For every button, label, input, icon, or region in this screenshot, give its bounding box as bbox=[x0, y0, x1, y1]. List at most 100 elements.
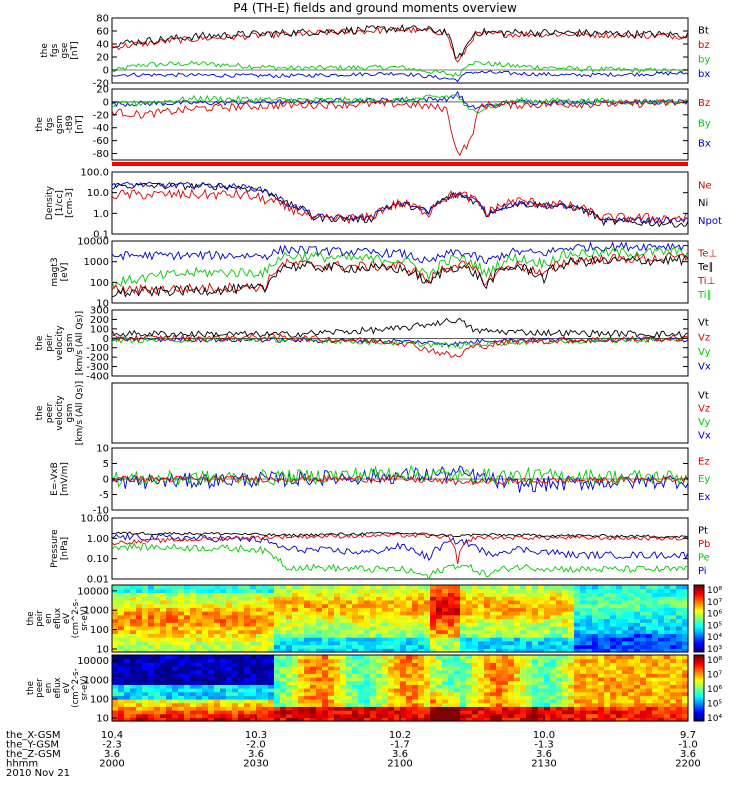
spectrogram-cell bbox=[640, 706, 647, 711]
spectrogram-cell bbox=[112, 644, 119, 649]
spectrogram-cell bbox=[448, 648, 455, 653]
spectrogram-cell bbox=[622, 699, 629, 704]
spectrogram-cell bbox=[340, 596, 347, 601]
colorbar-segment bbox=[694, 615, 704, 618]
spectrogram-cell bbox=[436, 640, 443, 646]
spectrogram-cell bbox=[682, 633, 689, 638]
spectrogram-cell bbox=[112, 710, 119, 715]
spectrogram-cell bbox=[580, 688, 587, 693]
spectrogram-cell bbox=[130, 637, 137, 642]
legend-entry: Pe bbox=[698, 553, 710, 564]
spectrogram-cell bbox=[592, 658, 599, 663]
spectrogram-cell bbox=[364, 603, 371, 608]
spectrogram-cell bbox=[244, 637, 251, 642]
spectrogram-cell bbox=[508, 640, 515, 646]
spectrogram-cell bbox=[532, 648, 539, 653]
spectrogram-cell bbox=[340, 637, 347, 642]
spectrogram-cell bbox=[628, 637, 635, 642]
spectrogram-cell bbox=[118, 585, 125, 590]
spectrogram-cell bbox=[646, 596, 653, 601]
spectrogram-cell bbox=[526, 662, 533, 667]
spectrogram-cell bbox=[334, 599, 341, 605]
spectrogram-cell bbox=[310, 710, 317, 715]
spectrogram-cell bbox=[484, 717, 491, 722]
spectrogram-cell bbox=[460, 611, 467, 616]
spectrogram-cell bbox=[670, 633, 677, 638]
spectrogram-cell bbox=[202, 629, 209, 634]
spectrogram-cell bbox=[376, 633, 383, 638]
spectrogram-cell bbox=[460, 640, 467, 646]
spectrogram-cell bbox=[184, 585, 191, 590]
spectrogram-cell bbox=[640, 644, 647, 649]
spectrogram-cell bbox=[274, 655, 281, 660]
legend-entry: Npot bbox=[698, 216, 722, 227]
spectrogram-cell bbox=[184, 599, 191, 605]
spectrogram-cell bbox=[586, 710, 593, 715]
spectrogram-cell bbox=[250, 637, 257, 642]
spectrogram-cell bbox=[130, 648, 137, 653]
spectrogram-cell bbox=[238, 699, 245, 704]
spectrogram-cell bbox=[172, 644, 179, 649]
spectrogram-cell bbox=[298, 699, 305, 704]
spectrogram-cell bbox=[388, 688, 395, 693]
colorbar-segment bbox=[694, 702, 704, 705]
spectrogram-cell bbox=[208, 669, 215, 674]
spectrogram-cell bbox=[448, 618, 455, 623]
spectrogram-cell bbox=[298, 585, 305, 590]
spectrogram-cell bbox=[448, 585, 455, 590]
spectrogram-cell bbox=[430, 648, 437, 653]
spectrogram-cell bbox=[286, 655, 293, 660]
colorbar-label: 10⁴ bbox=[707, 633, 722, 643]
colorbar-label: 10⁶ bbox=[707, 685, 722, 695]
spectrogram-cell bbox=[634, 702, 641, 707]
spectrogram-cell bbox=[376, 655, 383, 660]
spectrogram-cell bbox=[292, 599, 299, 605]
spectrogram-cell bbox=[310, 669, 317, 674]
spectrogram-cell bbox=[598, 588, 605, 594]
spectrogram-cell bbox=[616, 637, 623, 642]
spectrogram-cell bbox=[148, 655, 155, 660]
spectrogram-cell bbox=[670, 688, 677, 693]
spectrogram-cell bbox=[520, 702, 527, 707]
colorbar-segment bbox=[694, 663, 704, 666]
spectrogram-cell bbox=[184, 684, 191, 689]
spectrogram-cell bbox=[616, 710, 623, 715]
spectrogram-cell bbox=[442, 592, 449, 597]
spectrogram-cell bbox=[532, 702, 539, 707]
spectrogram-cell bbox=[520, 669, 527, 674]
spectrogram-cell bbox=[592, 640, 599, 646]
spectrogram-cell bbox=[448, 592, 455, 597]
spectrogram-cell bbox=[424, 691, 431, 696]
spectrogram-cell bbox=[676, 717, 683, 722]
spectrogram-cell bbox=[310, 706, 317, 711]
spectrogram-cell bbox=[562, 691, 569, 696]
spectrogram-cell bbox=[214, 648, 221, 653]
spectrogram-cell bbox=[568, 611, 575, 616]
spectrogram-cell bbox=[268, 669, 275, 674]
spectrogram-cell bbox=[238, 618, 245, 623]
spectrogram-cell bbox=[358, 691, 365, 696]
spectrogram-cell bbox=[394, 611, 401, 616]
spectrogram-cell bbox=[598, 688, 605, 693]
spectrogram-cell bbox=[232, 710, 239, 715]
y-axis-label: [1/cc] bbox=[55, 190, 65, 216]
spectrogram-cell bbox=[124, 633, 131, 638]
spectrogram-cell bbox=[388, 717, 395, 722]
spectrogram-cell bbox=[586, 680, 593, 685]
spectrogram-cell bbox=[214, 710, 221, 715]
spectrogram-cell bbox=[178, 695, 185, 700]
spectrogram-cell bbox=[322, 702, 329, 707]
spectrogram-cell bbox=[346, 677, 353, 682]
spectrogram-cell bbox=[322, 680, 329, 685]
spectrogram-cell bbox=[322, 633, 329, 638]
spectrogram-cell bbox=[652, 691, 659, 696]
legend-entry: Vt bbox=[698, 390, 709, 401]
spectrogram-cell bbox=[340, 618, 347, 623]
spectrogram-cell bbox=[190, 699, 197, 704]
spectrogram-cell bbox=[196, 585, 203, 590]
spectrogram-cell bbox=[154, 717, 161, 722]
spectrogram-cell bbox=[232, 633, 239, 638]
spectrogram-cell bbox=[358, 702, 365, 707]
spectrogram-cell bbox=[178, 611, 185, 616]
spectrogram-cell bbox=[136, 622, 143, 627]
